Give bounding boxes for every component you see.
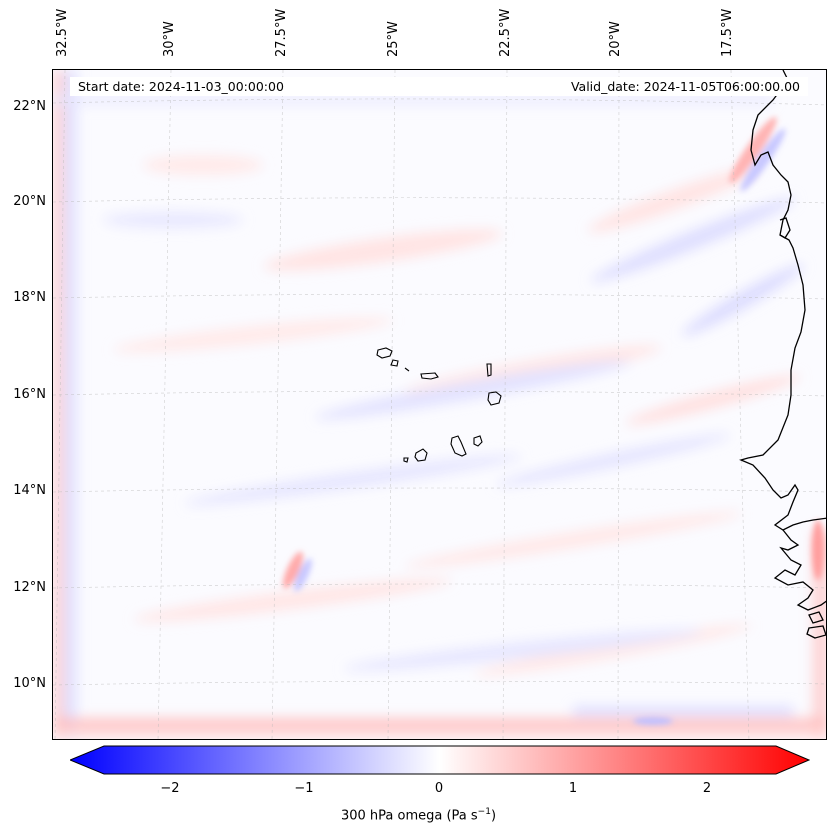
colorbar-tick-0: 0 (434, 781, 444, 796)
colorbar (70, 745, 810, 775)
colorbar-gradient (70, 745, 810, 775)
colorbar-tick-neg1: −1 (294, 781, 314, 796)
colorbar-tick-2: 2 (702, 781, 712, 796)
colorbar-tick-1: 1 (568, 781, 578, 796)
lat-label-16n: 16°N (13, 387, 46, 402)
valid-date-label: Valid_date: 2024-11-05T06:00:00.00 (570, 79, 800, 94)
lat-label-14n: 14°N (13, 483, 46, 498)
lon-label-32-5w: 32.5°W (55, 8, 70, 57)
lat-label-12n: 12°N (13, 580, 46, 595)
lon-label-25w: 25°W (386, 21, 401, 57)
colorbar-label: 300 hPa omega (Pa s−1) (340, 807, 497, 824)
start-date-label: Start date: 2024-11-03_00:00:00 (78, 79, 284, 94)
field-patches (53, 70, 826, 739)
gridlines (53, 70, 826, 739)
lon-label-20w: 20°W (608, 21, 623, 57)
lon-label-27-5w: 27.5°W (274, 8, 289, 57)
map-panel (52, 69, 827, 740)
lat-label-18n: 18°N (13, 290, 46, 305)
lon-label-17-5w: 17.5°W (720, 8, 735, 57)
cape-verde-islands (376, 347, 502, 463)
map-title-bar: Start date: 2024-11-03_00:00:00 Valid_da… (70, 77, 808, 96)
west-africa-coastline (739, 70, 826, 639)
lat-label-20n: 20°N (13, 194, 46, 209)
lon-label-30w: 30°W (162, 21, 177, 57)
lon-label-22-5w: 22.5°W (498, 8, 513, 57)
lat-label-22n: 22°N (13, 99, 46, 114)
field-features (282, 116, 824, 725)
omega-field-map (53, 70, 826, 739)
lat-label-10n: 10°N (13, 676, 46, 691)
colorbar-tick-neg2: −2 (160, 781, 180, 796)
